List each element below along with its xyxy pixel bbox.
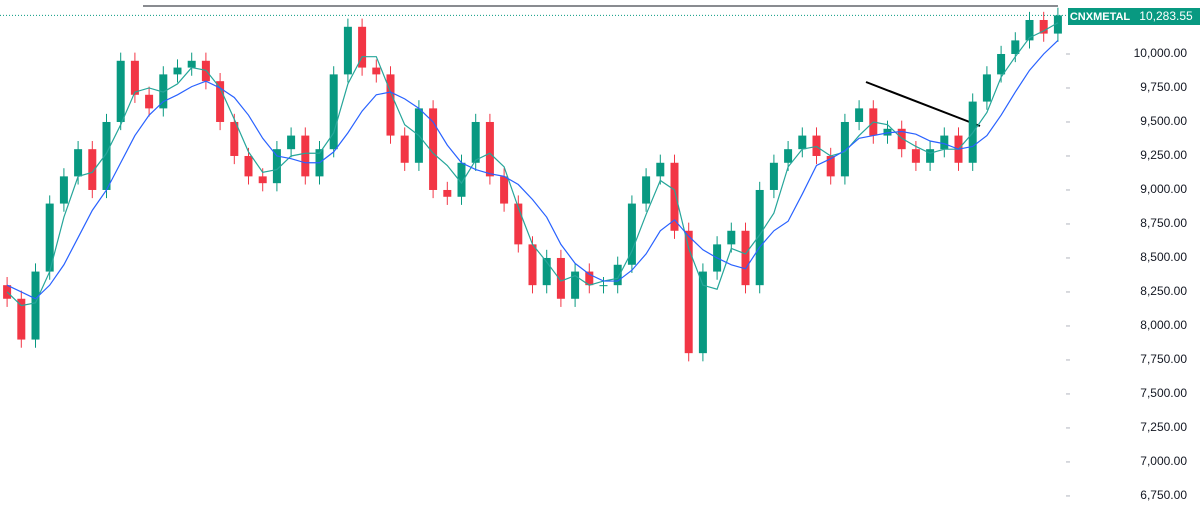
candle-body [443, 189, 452, 197]
candle-body [684, 230, 693, 354]
candle-body [1039, 19, 1048, 34]
moving-average [6, 39, 1059, 300]
y-tick-label: 7,250.00 [1140, 420, 1187, 434]
y-tick-label: 8,750.00 [1140, 216, 1187, 230]
y-tick-label: 9,000.00 [1140, 182, 1187, 196]
candle-body [642, 176, 651, 204]
candle-body [272, 149, 281, 184]
last-price: 10,283.55 [1139, 9, 1193, 23]
candle-body [130, 60, 139, 95]
y-tick-label: 8,000.00 [1140, 318, 1187, 332]
candle-body [514, 203, 523, 245]
candle-body [429, 108, 438, 190]
candle-body [883, 128, 892, 136]
candle-body [485, 121, 494, 177]
y-tick-label: 6,750.00 [1140, 488, 1187, 502]
candle-body [287, 135, 296, 150]
candle-body [670, 162, 679, 231]
candle-body [372, 67, 381, 75]
candle-body [982, 74, 991, 102]
candle-body [358, 26, 367, 68]
candle-body [627, 203, 636, 265]
y-tick-label: 9,500.00 [1140, 114, 1187, 128]
candle-body [1025, 19, 1034, 41]
candle-body [798, 135, 807, 150]
candle-body [940, 135, 949, 150]
candle-body [244, 155, 253, 177]
candle-body [840, 121, 849, 177]
candle-body [585, 271, 594, 286]
candle-body [45, 203, 54, 272]
last-price-badge [1132, 8, 1200, 25]
candle-body [769, 162, 778, 190]
moving-average [6, 22, 1059, 307]
y-tick-label: 8,250.00 [1140, 284, 1187, 298]
symbol: CNXMETAL [1070, 11, 1131, 23]
candle-body [74, 149, 83, 177]
y-tick-label: 8,500.00 [1140, 250, 1187, 264]
y-tick-label: 9,750.00 [1140, 80, 1187, 94]
candle-body [1011, 40, 1020, 54]
candle-body [727, 230, 736, 245]
candle-body [230, 121, 239, 156]
candle-body [301, 135, 310, 177]
candle-body [216, 81, 225, 122]
candle-body [1053, 15, 1062, 34]
candle-body [656, 162, 665, 177]
candle-body [556, 257, 565, 299]
candle-body [855, 108, 864, 122]
candle-body [145, 94, 154, 109]
candle-body [471, 121, 480, 163]
candle-body [116, 60, 125, 122]
y-tick-label: 9,250.00 [1140, 148, 1187, 162]
candle-body [17, 298, 26, 340]
candle-body [613, 264, 622, 286]
candle-body [187, 60, 196, 68]
candle-body [528, 244, 537, 286]
candle-body [258, 176, 267, 184]
candle-body [812, 135, 821, 156]
candle-body [457, 162, 466, 197]
candle-body [571, 271, 580, 299]
candle-body [542, 257, 551, 286]
candle-body [31, 271, 40, 340]
y-tick-label: 7,000.00 [1140, 454, 1187, 468]
symbol-badge [1068, 8, 1132, 25]
candle-body [911, 149, 920, 163]
candle-body [599, 285, 608, 287]
candle-body [102, 121, 111, 190]
y-tick-label: 7,500.00 [1140, 386, 1187, 400]
candle-body [59, 176, 68, 204]
candle-body [500, 176, 509, 204]
plot: 6,750.00 7,000.00 7,250.00 7,500.00 7,750.00… [0, 7, 1188, 502]
candle-body [343, 26, 352, 75]
y-tick-label: 7,750.00 [1140, 352, 1187, 366]
candle-body [173, 67, 182, 75]
y-tick-label: 10,000.00 [1134, 46, 1188, 60]
trend-line [865, 81, 981, 127]
candle-body [741, 230, 750, 286]
candle-body [88, 149, 97, 190]
candle-body [698, 271, 707, 354]
candle-body [755, 189, 764, 286]
candle-body [329, 74, 338, 150]
candle-body [826, 155, 835, 177]
candle-body [784, 149, 793, 163]
candle-body [386, 74, 395, 136]
candle-body [997, 53, 1006, 75]
candle-body [400, 135, 409, 163]
candle-body [926, 149, 935, 163]
